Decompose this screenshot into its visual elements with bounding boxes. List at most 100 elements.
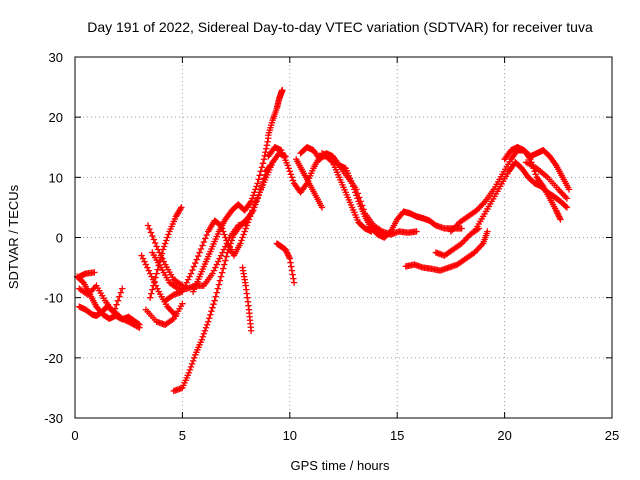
data-point xyxy=(162,240,169,247)
grid xyxy=(75,57,612,418)
series-track-s xyxy=(293,156,326,211)
series-track-x xyxy=(501,144,573,193)
data-point xyxy=(288,263,295,270)
data-point xyxy=(117,289,125,296)
data-point xyxy=(532,171,539,178)
data-point xyxy=(120,316,127,323)
data-point xyxy=(202,235,209,242)
data-point xyxy=(187,270,195,277)
series-track-y xyxy=(522,159,571,202)
data-point xyxy=(206,315,213,322)
chart-title: Day 191 of 2022, Sidereal Day-to-day VTE… xyxy=(87,19,593,35)
data-point xyxy=(178,204,185,211)
data-point xyxy=(153,270,160,277)
data-point xyxy=(110,309,117,316)
data-point xyxy=(290,275,297,282)
series-track-t xyxy=(402,228,491,274)
data-point xyxy=(189,266,196,274)
series-track-w xyxy=(471,159,571,235)
data-point xyxy=(212,264,219,271)
data-point xyxy=(458,225,465,232)
data-point xyxy=(222,257,229,264)
data-point xyxy=(200,238,208,246)
data-point xyxy=(179,288,186,295)
data-point xyxy=(224,249,231,256)
y-tick-label: 0 xyxy=(56,231,63,246)
data-point xyxy=(215,258,222,265)
data-point xyxy=(247,198,255,205)
data-point xyxy=(121,316,129,324)
data-point xyxy=(111,305,119,312)
data-point xyxy=(357,198,364,205)
data-point xyxy=(228,237,236,244)
data-point xyxy=(209,304,216,311)
data-point xyxy=(184,276,192,283)
data-point xyxy=(221,261,228,268)
data-point xyxy=(238,237,245,244)
axis-ticks: 0 5 10 15 20 25 -30 -20 -10 0 10 20 30 xyxy=(44,50,619,443)
data-point xyxy=(144,264,151,271)
series-track-d xyxy=(76,269,98,280)
data-point xyxy=(169,316,176,323)
data-point xyxy=(212,293,219,300)
data-point xyxy=(565,186,573,193)
data-point xyxy=(138,252,145,259)
data-point xyxy=(254,180,261,187)
data-point xyxy=(199,333,207,340)
data-point xyxy=(189,357,197,365)
data-point xyxy=(285,165,292,172)
data-point xyxy=(258,164,266,171)
data-point xyxy=(188,360,196,368)
data-point xyxy=(243,222,251,229)
data-point xyxy=(160,258,167,265)
data-point xyxy=(239,234,246,241)
data-point xyxy=(149,232,156,240)
data-point xyxy=(116,293,123,300)
data-point xyxy=(173,284,180,291)
data-point xyxy=(182,282,189,289)
data-point xyxy=(262,145,270,152)
y-axis-label: SDTVAR / TECUs xyxy=(6,184,21,289)
data-point xyxy=(217,273,225,280)
data-point xyxy=(151,239,159,247)
data-point xyxy=(164,234,171,241)
data-point xyxy=(146,270,154,277)
data-point xyxy=(249,195,256,202)
y-tick-label: 10 xyxy=(49,170,63,185)
x-tick-label: 20 xyxy=(497,428,511,443)
data-point xyxy=(150,282,157,289)
data-point xyxy=(358,202,366,209)
data-point xyxy=(180,285,188,292)
data-point xyxy=(557,216,564,223)
data-point xyxy=(211,297,218,304)
series-track-q xyxy=(297,144,465,241)
data-point xyxy=(154,285,161,292)
data-point xyxy=(148,290,155,297)
y-tick-label: -20 xyxy=(44,351,63,366)
data-point xyxy=(210,300,217,308)
data-point xyxy=(193,256,200,263)
y-tick-label: -10 xyxy=(44,291,63,306)
data-point xyxy=(318,204,326,211)
data-point xyxy=(190,263,198,270)
data-point xyxy=(288,174,296,181)
data-point xyxy=(185,369,193,377)
data-point xyxy=(289,177,297,184)
data-point xyxy=(141,258,148,265)
data-point xyxy=(187,363,195,371)
data-point xyxy=(191,354,198,362)
data-point xyxy=(139,255,147,262)
series-track-i xyxy=(144,222,186,289)
data-point xyxy=(198,336,205,343)
x-tick-label: 5 xyxy=(179,428,186,443)
series-track-r xyxy=(318,150,420,238)
data-point xyxy=(260,156,268,163)
data-point xyxy=(186,273,193,280)
data-point xyxy=(157,252,165,259)
data-point xyxy=(213,289,220,296)
data-points xyxy=(73,86,573,395)
data-point xyxy=(216,255,223,262)
data-point xyxy=(196,249,203,256)
series-track-g xyxy=(146,204,185,301)
data-point xyxy=(152,274,159,281)
